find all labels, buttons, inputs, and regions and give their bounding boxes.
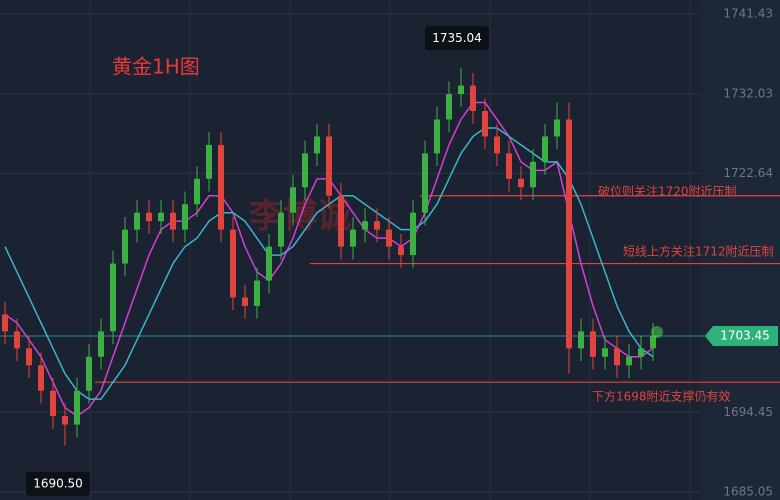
last-dot — [651, 326, 663, 339]
candle-body — [2, 314, 8, 332]
candle-body — [422, 153, 428, 213]
candle-body — [602, 348, 608, 357]
candle-body — [530, 161, 536, 188]
y-tick-label: 1685.05 — [723, 484, 773, 498]
candle-body — [110, 263, 116, 332]
candle-body — [326, 136, 332, 196]
candle-body — [122, 229, 128, 264]
candle-body — [230, 229, 236, 298]
y-tick-label: 1732.03 — [723, 86, 773, 100]
candle-body — [158, 212, 164, 222]
candle-body — [410, 212, 416, 256]
candle-body — [146, 212, 152, 222]
candle-body — [590, 331, 596, 357]
candle-body — [446, 94, 452, 120]
candle-body — [194, 178, 200, 205]
candle-body — [26, 348, 32, 366]
high-label: 1735.04 — [432, 31, 482, 45]
candle-body — [386, 229, 392, 247]
candle-body — [554, 119, 560, 137]
price-tag — [705, 326, 778, 347]
candle-body — [458, 85, 464, 95]
candle-body — [626, 356, 632, 366]
y-tick-label: 1694.45 — [723, 405, 773, 419]
level-label: 下方1698附近支撑仍有效 — [592, 389, 731, 404]
candle-body — [362, 221, 368, 230]
candle-body — [338, 195, 344, 247]
label-box — [26, 471, 90, 496]
candle-body — [482, 111, 488, 137]
candle-body — [290, 187, 296, 213]
candle-body — [254, 280, 260, 306]
candle-body — [614, 348, 620, 366]
candle-body — [578, 331, 584, 349]
candle-body — [494, 136, 500, 154]
candle-body — [638, 348, 644, 357]
candle-body — [98, 331, 104, 357]
candle-body — [374, 221, 380, 230]
candle-body — [650, 336, 656, 349]
level-label: 短线上方关注1712附近压制 — [623, 244, 774, 259]
candle-body — [266, 246, 272, 281]
candle-body — [38, 365, 44, 391]
candle-body — [506, 153, 512, 179]
candle-body — [434, 119, 440, 154]
candle-body — [518, 178, 524, 188]
candle-body — [566, 119, 572, 349]
low-label: 1690.50 — [33, 476, 83, 490]
candle-body — [86, 356, 92, 391]
chart-title: 黄金1H图 — [112, 55, 200, 79]
candle-body — [50, 390, 56, 417]
last-price-label: 1703.45 — [720, 329, 770, 343]
candle-body — [182, 204, 188, 230]
label-box — [425, 26, 489, 51]
level-label: 破位则关注1720附近压制 — [598, 184, 737, 199]
axis-strip — [700, 0, 780, 500]
candle-body — [542, 136, 548, 162]
candle-body — [314, 136, 320, 154]
candle-body — [170, 212, 176, 230]
candle-body — [278, 212, 284, 247]
candle-body — [62, 416, 68, 425]
candle-body — [14, 331, 20, 349]
candle-body — [470, 85, 476, 112]
candle-body — [206, 144, 212, 179]
candle-body — [302, 153, 308, 188]
candle-body — [134, 212, 140, 230]
y-tick-label: 1722.64 — [723, 166, 773, 180]
candle-body — [242, 297, 248, 306]
candle-body — [398, 246, 404, 256]
candle-body — [350, 229, 356, 247]
candle-body — [74, 390, 80, 425]
candle-body — [218, 144, 224, 230]
y-tick-label: 1741.43 — [723, 7, 773, 21]
